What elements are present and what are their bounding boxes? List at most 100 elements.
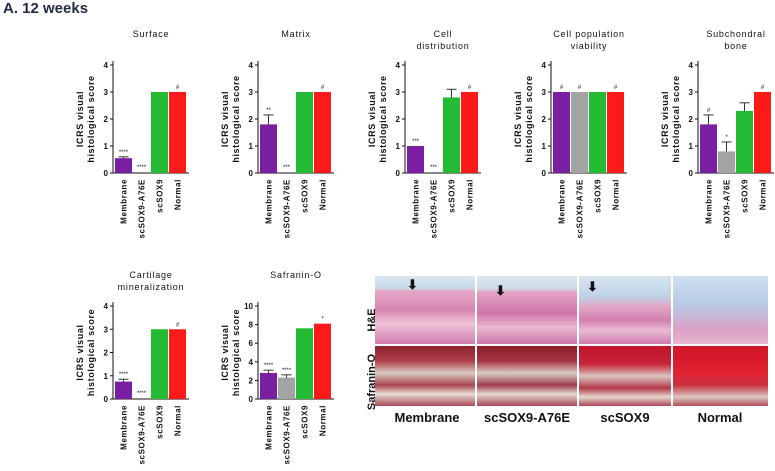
bar-scsox9	[443, 97, 460, 173]
bar-scsox9-a76e	[571, 92, 588, 173]
category-label: scSOX9	[301, 405, 310, 439]
y-tick-label: 2	[689, 115, 694, 124]
y-axis-label: histological score	[378, 75, 388, 162]
bar-membrane	[260, 124, 277, 173]
col-label-scsox9-a76e: scSOX9-A76E	[484, 410, 570, 425]
bar-scsox9-a76e	[718, 151, 735, 173]
significance-label: ***	[430, 165, 438, 171]
arrow-down-icon: ⬇	[495, 283, 506, 298]
bar-scsox9	[296, 92, 313, 173]
y-tick-label: 4	[104, 302, 109, 311]
y-tick-label: 4	[542, 61, 547, 70]
chart-title: bone	[724, 41, 747, 51]
significance-label: *	[321, 317, 324, 323]
category-label: Normal	[612, 179, 621, 210]
y-tick-label: 3	[249, 88, 254, 97]
category-label: Normal	[174, 179, 183, 210]
he-scsox9-a76e-image	[477, 276, 577, 344]
category-label: Membrane	[265, 179, 274, 224]
category-label: scSOX9-A76E	[576, 179, 585, 239]
safo-scsox9-image	[579, 346, 671, 406]
bar-scsox9	[151, 92, 168, 173]
y-axis-label: histological score	[86, 309, 96, 396]
y-axis-label: ICRS visual	[513, 91, 523, 147]
y-tick-label: 4	[689, 61, 694, 70]
y-tick-label: 3	[396, 88, 401, 97]
y-tick-label: 4	[396, 61, 401, 70]
y-tick-label: 1	[542, 142, 547, 151]
bar-scsox9	[151, 329, 168, 399]
category-label: scSOX9	[156, 179, 165, 213]
significance-label: #	[176, 85, 180, 91]
significance-label: ****	[264, 363, 274, 369]
category-label: scSOX9-A76E	[138, 405, 147, 465]
chart-title: Cell	[434, 29, 453, 39]
bar-normal	[169, 92, 186, 173]
significance-label: ****	[119, 372, 129, 378]
chart-matrix: Matrix ICRS visual histological score 0 1 2 3 4…	[220, 29, 334, 239]
chart-title: Cell population	[553, 29, 625, 39]
y-axis-label: ICRS visual	[367, 91, 377, 147]
category-label: Membrane	[705, 179, 714, 224]
chart-subchondral-bone: Subchondral bone ICRS visual histological s…	[660, 29, 774, 239]
y-tick-label: 3	[104, 325, 109, 334]
y-axis-label: histological score	[524, 75, 534, 162]
col-label-scsox9: scSOX9	[600, 410, 650, 425]
col-label-normal: Normal	[697, 410, 743, 425]
significance-label: ****	[137, 165, 147, 171]
y-tick-label: 1	[104, 142, 109, 151]
y-tick-label: 3	[689, 88, 694, 97]
category-label: scSOX9	[301, 179, 310, 213]
significance-label: #	[176, 322, 180, 328]
safo-normal-image	[673, 346, 768, 406]
significance-label: #	[321, 85, 325, 91]
arrow-down-icon: ⬇	[587, 279, 598, 294]
category-label: Normal	[319, 179, 328, 210]
y-tick-label: 10	[244, 302, 253, 311]
y-tick-label: 2	[104, 115, 109, 124]
chart-title: distribution	[416, 41, 469, 51]
significance-label: #	[707, 108, 711, 114]
chart-title: Subchondral	[706, 29, 765, 39]
chart-cell-distribution: Cell distribution ICRS visual histological …	[367, 29, 481, 239]
y-tick-label: 0	[249, 395, 254, 404]
category-label: scSOX9	[594, 179, 603, 213]
bar-membrane	[407, 146, 424, 173]
category-label: scSOX9-A76E	[283, 405, 292, 465]
significance-label: ***	[412, 139, 420, 145]
category-label: scSOX9	[448, 179, 457, 213]
y-tick-label: 3	[542, 88, 547, 97]
category-label: Normal	[466, 179, 475, 210]
he-scsox9-image	[579, 276, 671, 344]
y-tick-label: 0	[689, 169, 694, 178]
significance-label: #	[614, 85, 618, 91]
category-label: Normal	[759, 179, 768, 210]
category-label: scSOX9	[156, 405, 165, 439]
bar-normal	[607, 92, 624, 173]
y-tick-label: 1	[689, 142, 694, 151]
category-label: Normal	[174, 405, 183, 436]
he-membrane-image	[375, 276, 475, 344]
bar-normal	[169, 329, 186, 399]
significance-label: #	[578, 85, 582, 91]
bar-scsox9	[296, 328, 313, 399]
chart-title: Surface	[133, 29, 170, 39]
category-label: scSOX9-A76E	[138, 179, 147, 239]
chart-surface: Surface ICRS visual histological score 0 1 2 3…	[75, 29, 189, 239]
y-tick-label: 0	[249, 169, 254, 178]
y-tick-label: 1	[104, 372, 109, 381]
category-label: Membrane	[120, 179, 129, 224]
y-tick-label: 6	[249, 339, 254, 348]
y-axis-label: ICRS visual	[75, 324, 85, 380]
y-tick-label: 2	[249, 376, 254, 385]
bar-membrane	[553, 92, 570, 173]
y-tick-label: 0	[104, 169, 109, 178]
significance-label: #	[560, 85, 564, 91]
y-tick-label: 1	[396, 142, 401, 151]
significance-label: #	[761, 85, 765, 91]
y-axis-label: histological score	[231, 309, 241, 396]
chart-cell-population-viability: Cell population viability ICRS visual histo…	[513, 29, 627, 239]
significance-label: ****	[282, 368, 292, 374]
y-axis-label: ICRS visual	[220, 91, 230, 147]
y-tick-label: 2	[542, 115, 547, 124]
